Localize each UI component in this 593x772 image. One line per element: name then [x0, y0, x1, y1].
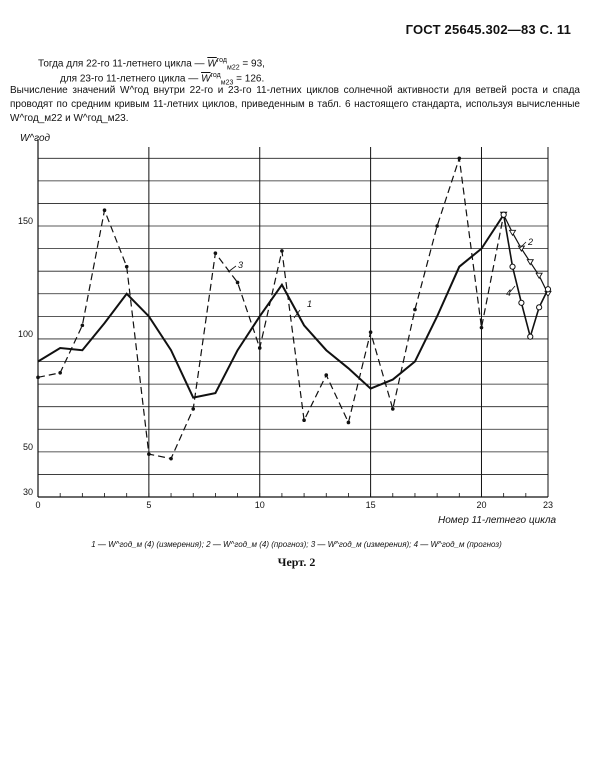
x-tick-label: 23 [543, 500, 553, 510]
page-header: ГОСТ 25645.302—83 С. 11 [405, 22, 571, 37]
line2-sup: год [210, 72, 221, 79]
series-3-point [124, 264, 129, 269]
line2-sub: м23 [220, 79, 234, 87]
y-axis-label: W^год [20, 133, 51, 144]
series-2-line [503, 214, 549, 295]
line1-symbol: W [207, 58, 217, 70]
y-tick-label: 30 [23, 487, 33, 497]
line2-symbol: W [201, 73, 211, 85]
line1-value: = 93, [242, 58, 265, 70]
x-tick-label: 5 [146, 500, 151, 510]
y-tick-label: 150 [18, 216, 33, 226]
line1-prefix: Тогда для 22-го 11-летнего цикла — [38, 58, 205, 70]
formula-line-22: Тогда для 22-го 11-летнего цикла — Wгодм… [38, 57, 265, 71]
series-3-point [36, 375, 40, 380]
series-4-point [536, 304, 543, 311]
series-3-point [368, 330, 373, 334]
curve-label-4: 4 [506, 288, 511, 298]
series-2-point [535, 272, 543, 280]
series-3-point [169, 456, 173, 461]
series-3-point [257, 346, 262, 350]
series-2-point [526, 259, 535, 266]
series-3-point [346, 420, 351, 425]
annotation-leader [227, 265, 237, 273]
series-4-line [502, 214, 549, 340]
series-3-point [413, 307, 417, 312]
series-1-line [37, 214, 505, 399]
curve-label-1: 1 [307, 299, 312, 309]
series-4-point [518, 299, 525, 306]
chart-series: 1 2 3 4 [36, 156, 552, 461]
series-3-point [235, 280, 240, 285]
x-tick-label: 20 [476, 500, 486, 510]
annotation-leader [519, 241, 527, 249]
line1-sup: год [216, 57, 227, 64]
chart-legend: 1 — W^год_м (4) (измерения); 2 — W^год_м… [91, 540, 502, 549]
series-2-point [508, 229, 517, 237]
curve-label-2: 2 [527, 237, 533, 247]
annotation-leader [293, 309, 301, 319]
curve-label-3: 3 [238, 260, 243, 270]
series-3-point [435, 224, 439, 228]
y-tick-label: 50 [23, 442, 33, 452]
series-3-point [280, 249, 284, 253]
x-axis-label: Номер 11-летнего цикла [438, 515, 557, 526]
series-3-point [302, 418, 306, 423]
series-3-line [37, 158, 505, 460]
y-tick-label: 100 [18, 329, 33, 339]
series-3-point [58, 371, 62, 375]
series-3-point [80, 323, 85, 328]
series-3-point [457, 156, 462, 161]
series-4-point [500, 211, 507, 218]
x-tick-label: 0 [35, 500, 40, 510]
series-3-point [147, 452, 151, 456]
series-3-point [213, 251, 218, 255]
series-3-point [191, 407, 196, 411]
line2-prefix: для 23-го 11-летнего цикла — [60, 73, 199, 85]
x-tick-label: 15 [366, 500, 376, 510]
figure-caption: Черт. 2 [277, 555, 316, 569]
series-3-point [479, 325, 484, 330]
series-4-point [509, 263, 516, 270]
chart-grid [38, 147, 549, 497]
line1-sub: м22 [227, 64, 240, 72]
series-4-point [544, 286, 552, 293]
annotation-leader [509, 285, 516, 293]
formula-line-23: для 23-го 11-летнего цикла — Wгодм23 = 1… [60, 72, 264, 86]
description-paragraph: Вычисление значений W^год внутри 22-го и… [10, 85, 580, 124]
series-3-point [102, 208, 107, 213]
series-4-point [527, 333, 534, 340]
series-3-point [324, 373, 329, 377]
series-3-point [390, 407, 395, 411]
x-tick-label: 10 [255, 500, 265, 510]
line2-value: = 126. [236, 73, 265, 85]
